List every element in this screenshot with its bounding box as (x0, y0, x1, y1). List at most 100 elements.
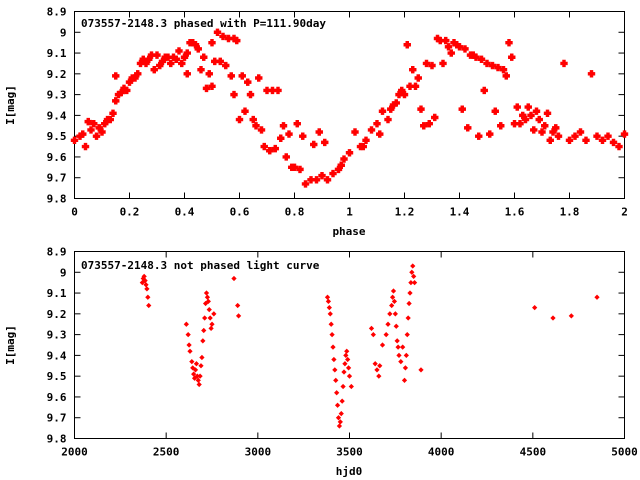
data-point (202, 300, 209, 307)
data-point (587, 70, 596, 78)
data-point (344, 348, 350, 354)
data-point (351, 128, 359, 136)
data-point (378, 107, 387, 115)
y-tick-label: 9.8 (47, 433, 67, 446)
data-point (144, 286, 150, 292)
data-point (532, 304, 538, 311)
data-point (249, 115, 257, 124)
data-point (576, 128, 585, 136)
y-tick-label: 9.6 (47, 151, 67, 164)
data-point (79, 130, 87, 138)
y-tick-label: 9.1 (47, 287, 67, 300)
data-point (185, 331, 191, 338)
data-point (550, 315, 556, 321)
data-point (203, 290, 210, 296)
data-point (332, 367, 338, 373)
data-point (257, 126, 266, 134)
data-point (336, 423, 343, 429)
data-point (235, 115, 244, 124)
x-tick-label: 2 (621, 206, 628, 219)
data-point (337, 161, 345, 169)
data-point (367, 126, 376, 134)
data-point (246, 90, 255, 99)
data-point (191, 375, 198, 381)
data-point (405, 315, 411, 321)
y-tick-label: 9.5 (47, 370, 67, 383)
data-point (392, 311, 398, 317)
data-point (112, 72, 120, 80)
data-point (150, 65, 158, 74)
data-point (486, 130, 494, 138)
chart-title: 073557-2148.3 phased with P=111.90day (81, 17, 326, 30)
data-point (92, 132, 101, 140)
data-point (401, 377, 408, 383)
unphased-light-curve-panel: 073557-2148.3 not phased light curve hjd… (4, 246, 638, 479)
data-point (98, 128, 106, 136)
data-point (376, 130, 384, 138)
data-point (497, 122, 505, 130)
data-point (403, 352, 409, 359)
x-tick-label: 4500 (520, 446, 547, 459)
data-point (153, 51, 161, 59)
data-point (70, 136, 79, 145)
data-point (359, 142, 367, 151)
data-point (208, 82, 216, 90)
data-point (393, 323, 399, 329)
data-point (112, 97, 120, 105)
data-point (207, 315, 213, 321)
data-point (472, 53, 480, 61)
data-point (213, 28, 222, 36)
y-tick-label: 9 (60, 266, 67, 279)
data-point (428, 61, 436, 70)
data-point (202, 315, 208, 321)
data-point (458, 105, 466, 113)
y-tick-label: 9.7 (47, 172, 67, 185)
data-point (279, 122, 288, 130)
data-point (510, 120, 519, 128)
data-point (391, 298, 398, 304)
data-point (193, 361, 200, 367)
x-tick-label: 0.8 (285, 206, 305, 219)
data-point (342, 361, 348, 367)
data-point (505, 38, 513, 47)
data-point (546, 136, 554, 145)
data-point (200, 338, 206, 344)
data-point (541, 122, 549, 130)
data-point (422, 59, 431, 68)
data-point (538, 128, 546, 136)
data-point (338, 410, 344, 417)
data-point (172, 55, 180, 63)
data-point (411, 280, 418, 286)
data-point (296, 165, 304, 174)
data-point (252, 122, 260, 130)
data-point (238, 72, 246, 80)
y-tick-label: 8.9 (47, 246, 67, 259)
data-point (406, 300, 412, 307)
data-point (615, 142, 623, 151)
data-point (402, 365, 409, 371)
data-point (383, 331, 389, 338)
data-point (183, 70, 191, 78)
phased-light-curve-panel: 073557-2148.3 phased with P=111.90day ph… (4, 6, 629, 238)
data-point (403, 41, 411, 49)
data-point (411, 273, 417, 280)
data-point (477, 55, 486, 63)
y-tick-label: 9.2 (47, 68, 67, 81)
data-point (334, 402, 341, 408)
data-point (568, 313, 574, 319)
data-point (199, 354, 205, 361)
data-point (535, 115, 543, 124)
x-axis-label: hjd0 (336, 465, 363, 478)
data-point (330, 344, 336, 350)
data-point (425, 120, 433, 128)
data-point (620, 130, 629, 138)
data-point (194, 45, 202, 53)
data-point (439, 59, 447, 68)
data-point (362, 136, 370, 145)
data-point (202, 84, 211, 93)
data-point (266, 147, 274, 155)
data-point (84, 117, 92, 126)
x-axis-label: phase (332, 225, 365, 238)
data-point (372, 361, 378, 367)
data-point (208, 38, 216, 47)
